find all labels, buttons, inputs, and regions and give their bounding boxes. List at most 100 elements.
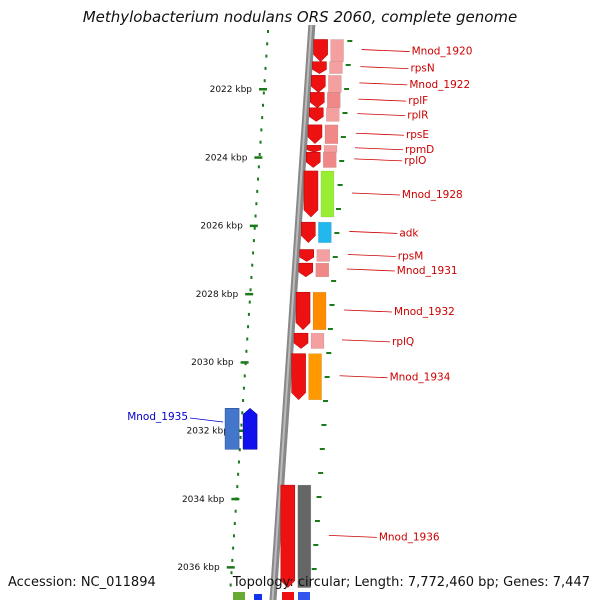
tick-dot xyxy=(236,485,239,489)
highlight-gene-arrow xyxy=(242,407,258,450)
strand-tick xyxy=(319,448,325,450)
gene-leader-line xyxy=(358,98,407,102)
gene-arrow xyxy=(291,353,306,401)
gene-label: rpmD xyxy=(405,144,434,156)
tick-dot xyxy=(261,116,264,120)
kbp-label: 2036 kbp xyxy=(177,563,220,573)
tick-dot xyxy=(250,276,253,279)
tick-dot xyxy=(267,30,269,33)
gene-arrow xyxy=(311,75,326,93)
strand-tick xyxy=(344,88,350,90)
gene-leader-line xyxy=(351,192,400,196)
gene-feature-bar xyxy=(320,170,335,218)
strand-tick xyxy=(337,184,343,186)
tick-dot xyxy=(239,435,242,439)
gene-feature-bar xyxy=(324,124,339,144)
tick-dot xyxy=(255,202,258,206)
tick-dot xyxy=(242,386,245,390)
gene-arrow xyxy=(306,145,322,153)
gene-feature-bar xyxy=(297,484,312,588)
gene-leader-line xyxy=(354,147,404,151)
gene-arrow xyxy=(298,262,314,278)
tick-dot xyxy=(266,42,269,46)
gene-feature-bar xyxy=(330,39,344,62)
tick-dot xyxy=(254,214,257,218)
gene-leader-line xyxy=(346,268,395,272)
strand-tick xyxy=(345,64,351,66)
tick-dot xyxy=(258,153,261,156)
tick-dot xyxy=(241,411,244,415)
strand-tick xyxy=(314,520,320,522)
gene-arrow xyxy=(293,332,309,349)
gene-feature-bar xyxy=(328,75,342,93)
tick-dot xyxy=(243,374,246,378)
gene-leader-line xyxy=(354,158,403,162)
kbp-label: 2030 kbp xyxy=(191,358,234,368)
gene-label: Mnod_1928 xyxy=(402,189,463,201)
gene-leader-line xyxy=(328,534,377,538)
highlight-gene-label: Mnod_1935 xyxy=(127,411,188,423)
gene-leader-line xyxy=(359,82,408,86)
tick-dot xyxy=(247,312,250,316)
gene-leader-line xyxy=(349,231,398,234)
gene-arrow xyxy=(280,484,296,588)
tick-dot xyxy=(238,448,241,452)
kbp-tick xyxy=(245,292,254,296)
tick-dot xyxy=(232,534,235,538)
gene-feature-bar xyxy=(312,291,327,331)
strand-tick xyxy=(335,208,341,210)
tick-dot xyxy=(233,522,236,525)
gene-label: rpsE xyxy=(406,129,429,141)
strand-tick xyxy=(329,304,335,306)
tick-dot xyxy=(252,239,255,243)
tick-dot xyxy=(240,423,243,427)
kbp-tick xyxy=(249,224,258,228)
tick-dot xyxy=(262,103,265,107)
tick-dot xyxy=(262,91,265,95)
gene-leader-line xyxy=(361,49,410,52)
gene-arrow xyxy=(309,107,324,122)
gene-label: Mnod_1932 xyxy=(394,306,455,318)
genome-title: Methylobacterium nodulans ORS 2060, comp… xyxy=(82,8,518,26)
kbp-label: 2026 kbp xyxy=(200,222,243,232)
gene-label: Mnod_1936 xyxy=(379,531,440,543)
kbp-label: 2022 kbp xyxy=(210,85,253,95)
kbp-label: 2032 kbp xyxy=(187,427,230,437)
tick-dot xyxy=(248,300,251,304)
strand-tick xyxy=(321,424,327,426)
tick-dot xyxy=(234,509,237,513)
partial-feature xyxy=(282,592,294,600)
gene-leader-line xyxy=(357,113,406,117)
kbp-tick xyxy=(240,361,249,364)
gene-label: Mnod_1931 xyxy=(397,265,458,277)
genome-axis-highlight xyxy=(271,25,313,600)
gene-arrow xyxy=(299,249,315,262)
tick-dot xyxy=(249,288,252,292)
partial-feature xyxy=(298,592,310,600)
topology-label: Topology: circular; Length: 7,772,460 bp… xyxy=(232,575,590,590)
kbp-tick xyxy=(231,497,240,501)
gene-label: rpsM xyxy=(398,250,424,262)
kbp-label: 2024 kbp xyxy=(205,153,248,163)
accession-label: Accession: NC_011894 xyxy=(8,575,156,590)
tick-dot xyxy=(257,165,260,169)
gene-label: rplQ xyxy=(392,336,414,348)
gene-label: rpsN xyxy=(410,63,434,75)
highlight-leader-line xyxy=(189,417,224,423)
tick-dot xyxy=(230,571,233,575)
tick-dot xyxy=(252,251,255,255)
gene-arrow xyxy=(307,124,323,144)
gene-arrow xyxy=(295,291,311,331)
tick-dot xyxy=(245,349,248,353)
gene-feature-bar xyxy=(315,262,330,278)
tick-dot xyxy=(253,226,256,230)
gene-feature-bar xyxy=(323,145,338,153)
tick-dot xyxy=(247,325,250,329)
kbp-label: 2034 kbp xyxy=(182,495,225,505)
tick-dot xyxy=(231,558,234,562)
tick-dot xyxy=(265,54,268,58)
gene-arrow xyxy=(312,61,327,74)
gene-feature-bar xyxy=(326,107,340,122)
kbp-tick xyxy=(259,88,268,91)
